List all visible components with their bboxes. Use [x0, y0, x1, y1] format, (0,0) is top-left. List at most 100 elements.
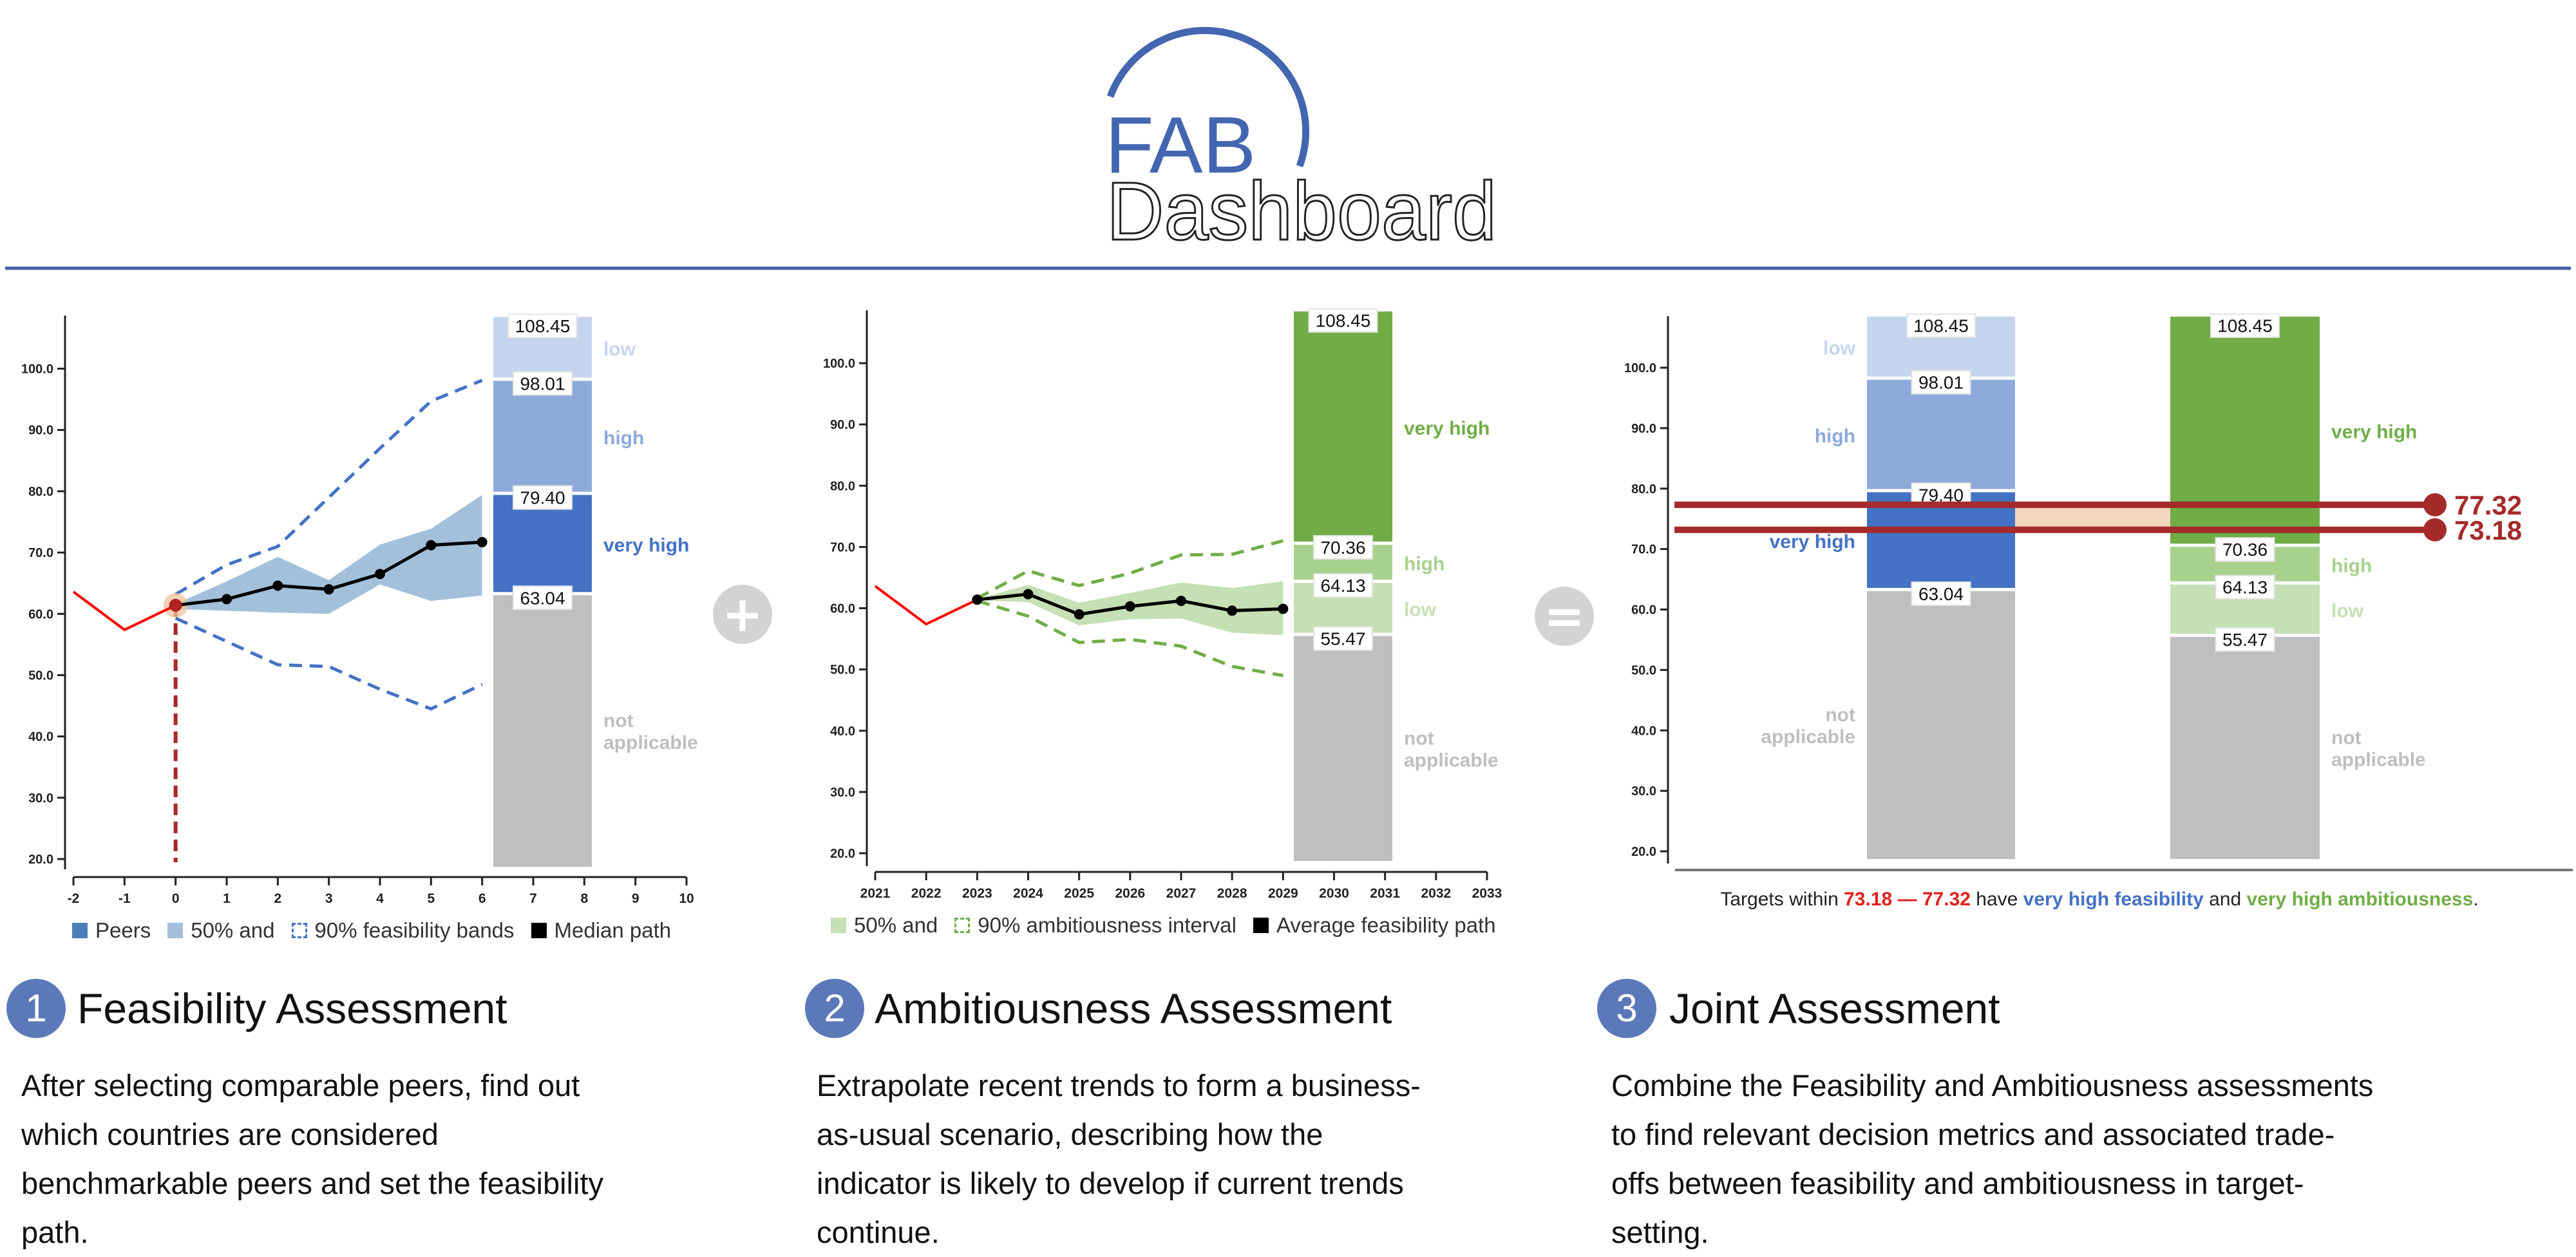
median-path-point	[972, 594, 983, 605]
segment-label: not applicable	[1404, 728, 1499, 771]
y-tick-label: 30.0	[1631, 784, 1656, 799]
description-line: After selecting comparable peers, find o…	[21, 1068, 580, 1102]
band-90-lower	[976, 599, 1283, 677]
logo-dashboard-text: Dashboard	[1106, 165, 1497, 258]
x-tick-label: 9	[632, 891, 639, 906]
boundary-label-box	[1313, 534, 1373, 560]
description-line: which countries are considered	[21, 1117, 439, 1151]
boundary-label: 98.01	[1918, 373, 1964, 393]
median-path-point	[1074, 609, 1084, 620]
ambitiousness-legend: 50% and 90% ambitiousness interval Average…	[831, 913, 1496, 938]
y-tick-label: 100.0	[823, 357, 855, 371]
median-path-point	[1176, 596, 1186, 607]
x-tick-label: 8	[580, 891, 588, 906]
x-tick-label: 2023	[962, 886, 992, 901]
x-tick-label: 1	[223, 891, 231, 906]
boundary-label: 64.13	[2222, 578, 2268, 598]
x-tick-label: 2021	[860, 886, 891, 901]
segment-label-line: high	[1404, 554, 1444, 575]
boundary-label: 63.04	[1918, 584, 1964, 604]
description-line: offs between feasibility and ambitiousne…	[1611, 1166, 2304, 1200]
segment-label-line: low	[2331, 600, 2364, 621]
bar-segment	[1294, 636, 1392, 861]
segment-label-line: not	[603, 710, 634, 732]
logo-fab-text: FAB	[1105, 101, 1256, 190]
band-90-upper	[976, 539, 1283, 600]
caption-and: and	[2203, 889, 2247, 910]
x-tick-label: 2	[274, 891, 281, 906]
segment-label-line: very high	[1404, 418, 1490, 439]
segment-label: low	[2331, 600, 2364, 621]
boundary-label-box	[1906, 313, 1976, 338]
segment-label-line: very high	[2331, 421, 2417, 442]
boundary-label: 70.36	[1320, 538, 1365, 558]
segment-label: very high	[1404, 418, 1490, 439]
description-line: benchmarkable peers and set the feasibil…	[21, 1166, 603, 1200]
boundary-label-box	[507, 314, 578, 339]
target-handle-lower	[2423, 518, 2447, 542]
x-tick-label: 2022	[911, 886, 942, 901]
category-bar: not applicable low high very high 55.47 64.13 7…	[1294, 308, 1499, 861]
x-tick-label: 7	[529, 891, 537, 906]
x-tick-label: 4	[376, 891, 384, 906]
target-handle-upper	[2423, 493, 2447, 516]
y-tick-label: 70.0	[28, 546, 53, 560]
x-tick-label: 6	[478, 891, 486, 906]
legend-swatch-icon	[831, 918, 846, 933]
feasibility-legend: Peers 50% and 90% feasibility bands Median …	[72, 918, 671, 943]
boundary-label: 98.01	[520, 373, 565, 393]
boundary-label-box	[1313, 626, 1373, 651]
legend-item: 90% feasibility bands	[291, 918, 515, 943]
boundary-label: 108.45	[515, 316, 571, 336]
median-path-point	[426, 540, 437, 551]
bar-segment	[1867, 492, 2015, 588]
section-description: Extrapolate recent trends to form a busi…	[817, 1061, 1421, 1257]
target-label-lower: 73.18	[2454, 515, 2522, 545]
boundary-label-box	[1911, 581, 1971, 606]
bar-segment	[1867, 379, 2015, 489]
fab-dashboard-logo: FAB Dashboard	[1105, 26, 1498, 259]
y-tick-label: 80.0	[1631, 482, 1656, 496]
segment-label-line: high	[2331, 555, 2372, 576]
median-path-point	[477, 536, 488, 547]
section-description: Combine the Feasibility and Ambitiousnes…	[1611, 1061, 2373, 1257]
y-tick-label: 100.0	[1624, 361, 1656, 375]
y-tick-label: 50.0	[830, 663, 855, 677]
caption-prefix: Targets within	[1720, 889, 1844, 910]
segment-label-line: applicable	[1761, 726, 1855, 748]
segment-label-line: applicable	[1404, 750, 1499, 771]
y-tick-label: 80.0	[28, 485, 53, 499]
legend-item: Median path	[531, 918, 671, 943]
y-tick-label: 60.0	[28, 607, 53, 621]
boundary-label: 108.45	[1316, 311, 1371, 331]
chart-3: 20.0 30.0 40.0 50.0 60.0 70.0 80.0 90.0 100.0 not…	[1624, 313, 2573, 871]
description-line: indicator is likely to develop if curren…	[817, 1166, 1404, 1200]
legend-swatch-icon	[954, 918, 971, 933]
caption-range-high: 77.32	[1922, 889, 1971, 910]
x-tick-label: 0	[172, 891, 180, 906]
segment-label: very high	[1770, 531, 1855, 553]
x-tick-label: 3	[325, 891, 333, 906]
segment-label: very high	[603, 534, 689, 556]
caption-dash: —	[1892, 889, 1922, 910]
start-point	[169, 598, 182, 612]
legend-swatch-icon	[531, 923, 547, 938]
boundary-label: 70.36	[2222, 540, 2268, 560]
description-line: to find relevant decision metrics and as…	[1611, 1117, 2335, 1151]
section-title: Joint Assessment	[1669, 985, 2000, 1032]
x-tick-label: 10	[679, 891, 694, 906]
y-tick-label: 60.0	[830, 602, 855, 616]
boundary-label: 55.47	[2222, 630, 2268, 650]
y-tick-label: 50.0	[1631, 663, 1656, 677]
segment-label: high	[1815, 426, 1855, 447]
median-path-point	[1227, 605, 1238, 616]
bar-segment	[493, 495, 592, 592]
segment-label: high	[2331, 555, 2372, 576]
history-line	[874, 585, 978, 626]
caption-range-low: 73.18	[1844, 889, 1893, 910]
segment-label: high	[1404, 554, 1444, 575]
median-path-point	[1278, 603, 1289, 614]
y-tick-label: 20.0	[28, 853, 53, 867]
x-tick-label: 2031	[1370, 886, 1400, 901]
